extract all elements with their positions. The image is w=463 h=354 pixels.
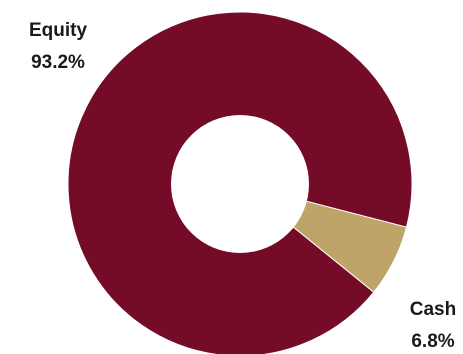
cash-data-label: Cash 6.8%	[410, 299, 456, 352]
cash-name-label: Cash	[410, 299, 456, 320]
equity-name-label: Equity	[29, 20, 87, 41]
equity-value-label: 93.2%	[31, 52, 85, 73]
donut-hole	[171, 115, 309, 253]
equity-data-label: Equity 93.2%	[29, 20, 87, 73]
cash-value-label: 6.8%	[411, 331, 454, 352]
